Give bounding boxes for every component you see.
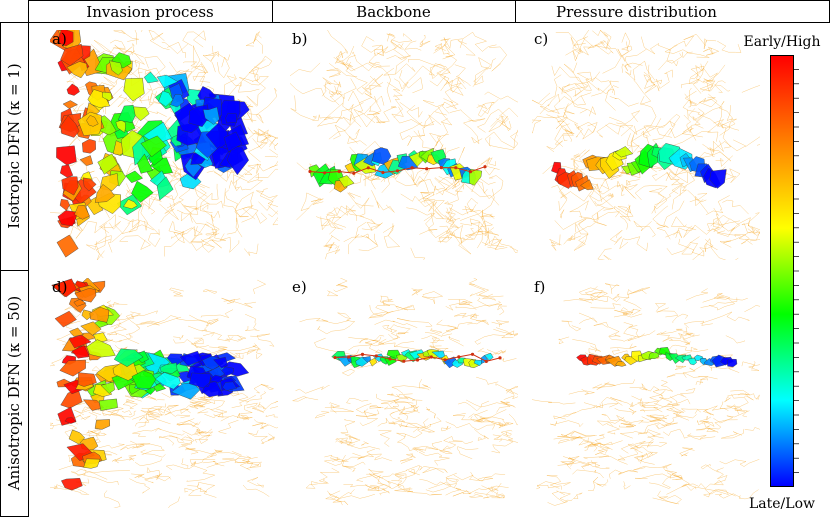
- rowhead-border: [28, 0, 29, 517]
- pressure-overlay: [576, 347, 738, 368]
- fracture-network-plot: [50, 278, 278, 508]
- panel-d: d): [50, 278, 278, 508]
- colorbar-top-label: Early/High: [743, 34, 821, 50]
- panel-e: e): [290, 278, 518, 508]
- panel-a: a): [50, 30, 278, 260]
- col-divider-1: [272, 0, 273, 22]
- panel-label: c): [534, 30, 549, 48]
- panel-label: b): [292, 30, 308, 48]
- panel-b: b): [290, 30, 518, 260]
- row-header-isotropic: Isotropic DFN (κ = 1): [0, 22, 28, 270]
- row-header-isotropic-text: Isotropic DFN (κ = 1): [5, 63, 24, 229]
- panel-label: d): [52, 278, 68, 296]
- background-network: [532, 283, 760, 506]
- col-header-invasion: Invasion process: [86, 3, 214, 21]
- col-header-pressure: Pressure distribution: [556, 3, 717, 21]
- fracture-network-plot: [50, 30, 278, 260]
- row-divider: [0, 270, 28, 271]
- backbone-overlay: [331, 349, 502, 369]
- panel-c: c): [532, 30, 760, 260]
- bottom-border: [0, 516, 28, 517]
- left-border: [0, 22, 1, 517]
- background-network: [290, 30, 518, 260]
- panel-f: f): [532, 278, 760, 508]
- invasion-overlay: [50, 30, 250, 258]
- fracture-network-plot: [292, 278, 518, 506]
- colorbar-bottom-label: Late/Low: [749, 496, 815, 512]
- row-header-anisotropic-text: Anisotropic DFN (κ = 50): [5, 295, 24, 491]
- fracture-network-plot: [532, 283, 760, 506]
- top-border: [28, 0, 830, 1]
- panel-label: f): [534, 278, 546, 296]
- pressure-overlay: [551, 142, 727, 192]
- colorbar-ticks: [794, 69, 799, 473]
- row-header-anisotropic: Anisotropic DFN (κ = 50): [0, 270, 28, 516]
- fracture-network-plot: [532, 30, 760, 260]
- invasion-overlay: [51, 278, 250, 491]
- panel-label: a): [52, 30, 67, 48]
- background-network: [532, 30, 760, 260]
- col-header-backbone: Backbone: [356, 3, 431, 21]
- backbone-overlay: [308, 147, 487, 193]
- col-divider-2: [515, 0, 516, 22]
- background-network: [292, 278, 518, 506]
- panel-label: e): [292, 278, 307, 296]
- colorbar: [770, 55, 794, 487]
- header-border: [0, 22, 830, 23]
- fracture-network-plot: [290, 30, 518, 260]
